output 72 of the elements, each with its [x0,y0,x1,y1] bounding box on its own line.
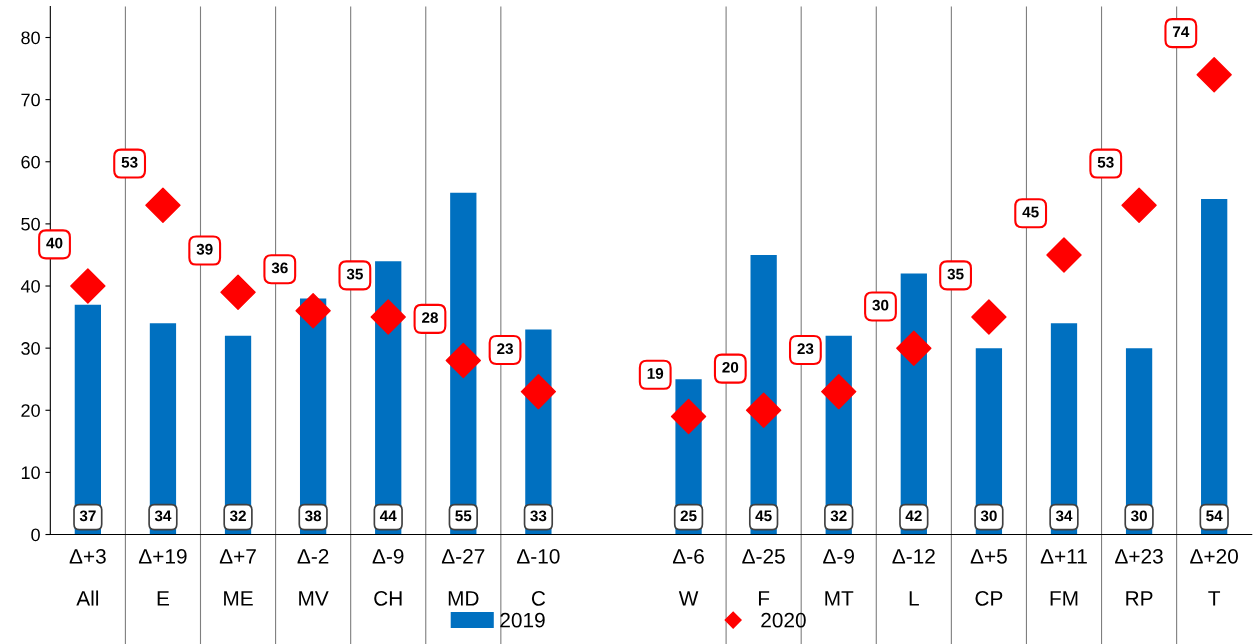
data-label: 25 [680,510,697,522]
point [745,392,782,428]
point [145,187,181,223]
category-label: Δ-12 L [892,548,935,606]
data-label: 28 [422,312,438,323]
category-label: Δ+23 RP [1115,548,1163,606]
category-label: Δ-9 CH [372,548,404,606]
point [896,330,932,366]
point [70,268,106,304]
data-label: 55 [455,510,472,522]
y-tick-label: 10 [21,466,40,480]
y-tick-label: 30 [21,342,40,355]
point [670,398,707,435]
category-label: Δ+5 CP [970,549,1007,606]
data-label: 23 [497,343,513,355]
data-label: 36 [271,262,288,274]
point [295,293,331,329]
category-label: Δ-2 MV [297,548,329,606]
data-label: 30 [1130,510,1147,522]
point [520,373,557,410]
data-label: 39 [196,243,213,255]
data-label: 32 [830,510,847,522]
y-tick-label: 0 [31,528,40,542]
data-label: 34 [1055,510,1073,522]
category-label: Δ-27 MD [441,548,485,606]
data-label: 32 [229,510,246,522]
point [1046,237,1082,273]
point [971,299,1007,335]
category-label: Δ+3 All [69,548,106,606]
data-label: 44 [379,510,397,522]
category-label: Δ+11 FM [1040,549,1087,606]
y-tick-label: 20 [21,404,40,417]
data-label: 40 [46,237,63,249]
y-tick-label: 70 [21,93,40,107]
data-label: 45 [1022,206,1039,218]
legend-label: 2019 [500,612,545,628]
data-label: 35 [346,268,363,280]
data-label: 19 [647,368,664,379]
point [821,373,857,410]
data-label: 38 [304,510,322,522]
category-label: Δ+7 ME [219,549,256,606]
point [220,274,256,310]
data-label: 42 [905,510,922,522]
category-label: Δ-9 MT [823,548,854,606]
data-label: 37 [79,510,96,522]
bar [1201,199,1228,535]
data-label: 35 [947,268,964,280]
y-tick-label: 60 [21,155,40,169]
y-tick-label: 80 [21,31,40,45]
data-label: 30 [872,299,889,311]
category-label: Δ+19 E [138,548,187,606]
category-label: Δ-6 W [672,548,704,606]
y-tick-label: 40 [20,279,40,293]
category-label: Δ-25 F [742,548,785,606]
legend-label: 2020 [761,612,806,628]
data-label: 53 [1097,156,1114,168]
category-label: Δ+20 T [1190,548,1238,606]
category-label: Δ-10 C [516,548,560,606]
data-label: 53 [121,156,138,168]
data-label: 30 [980,510,997,522]
point [445,342,482,379]
data-label: 33 [530,510,547,522]
data-label: 45 [755,510,772,522]
data-label: 34 [154,510,172,522]
data-label: 74 [1172,26,1190,38]
point [1121,187,1157,223]
data-label: 54 [1206,510,1223,522]
y-tick-label: 50 [21,217,40,231]
data-label: 23 [797,343,814,355]
data-label: 20 [722,361,739,373]
point [370,299,406,335]
point [1196,57,1232,93]
